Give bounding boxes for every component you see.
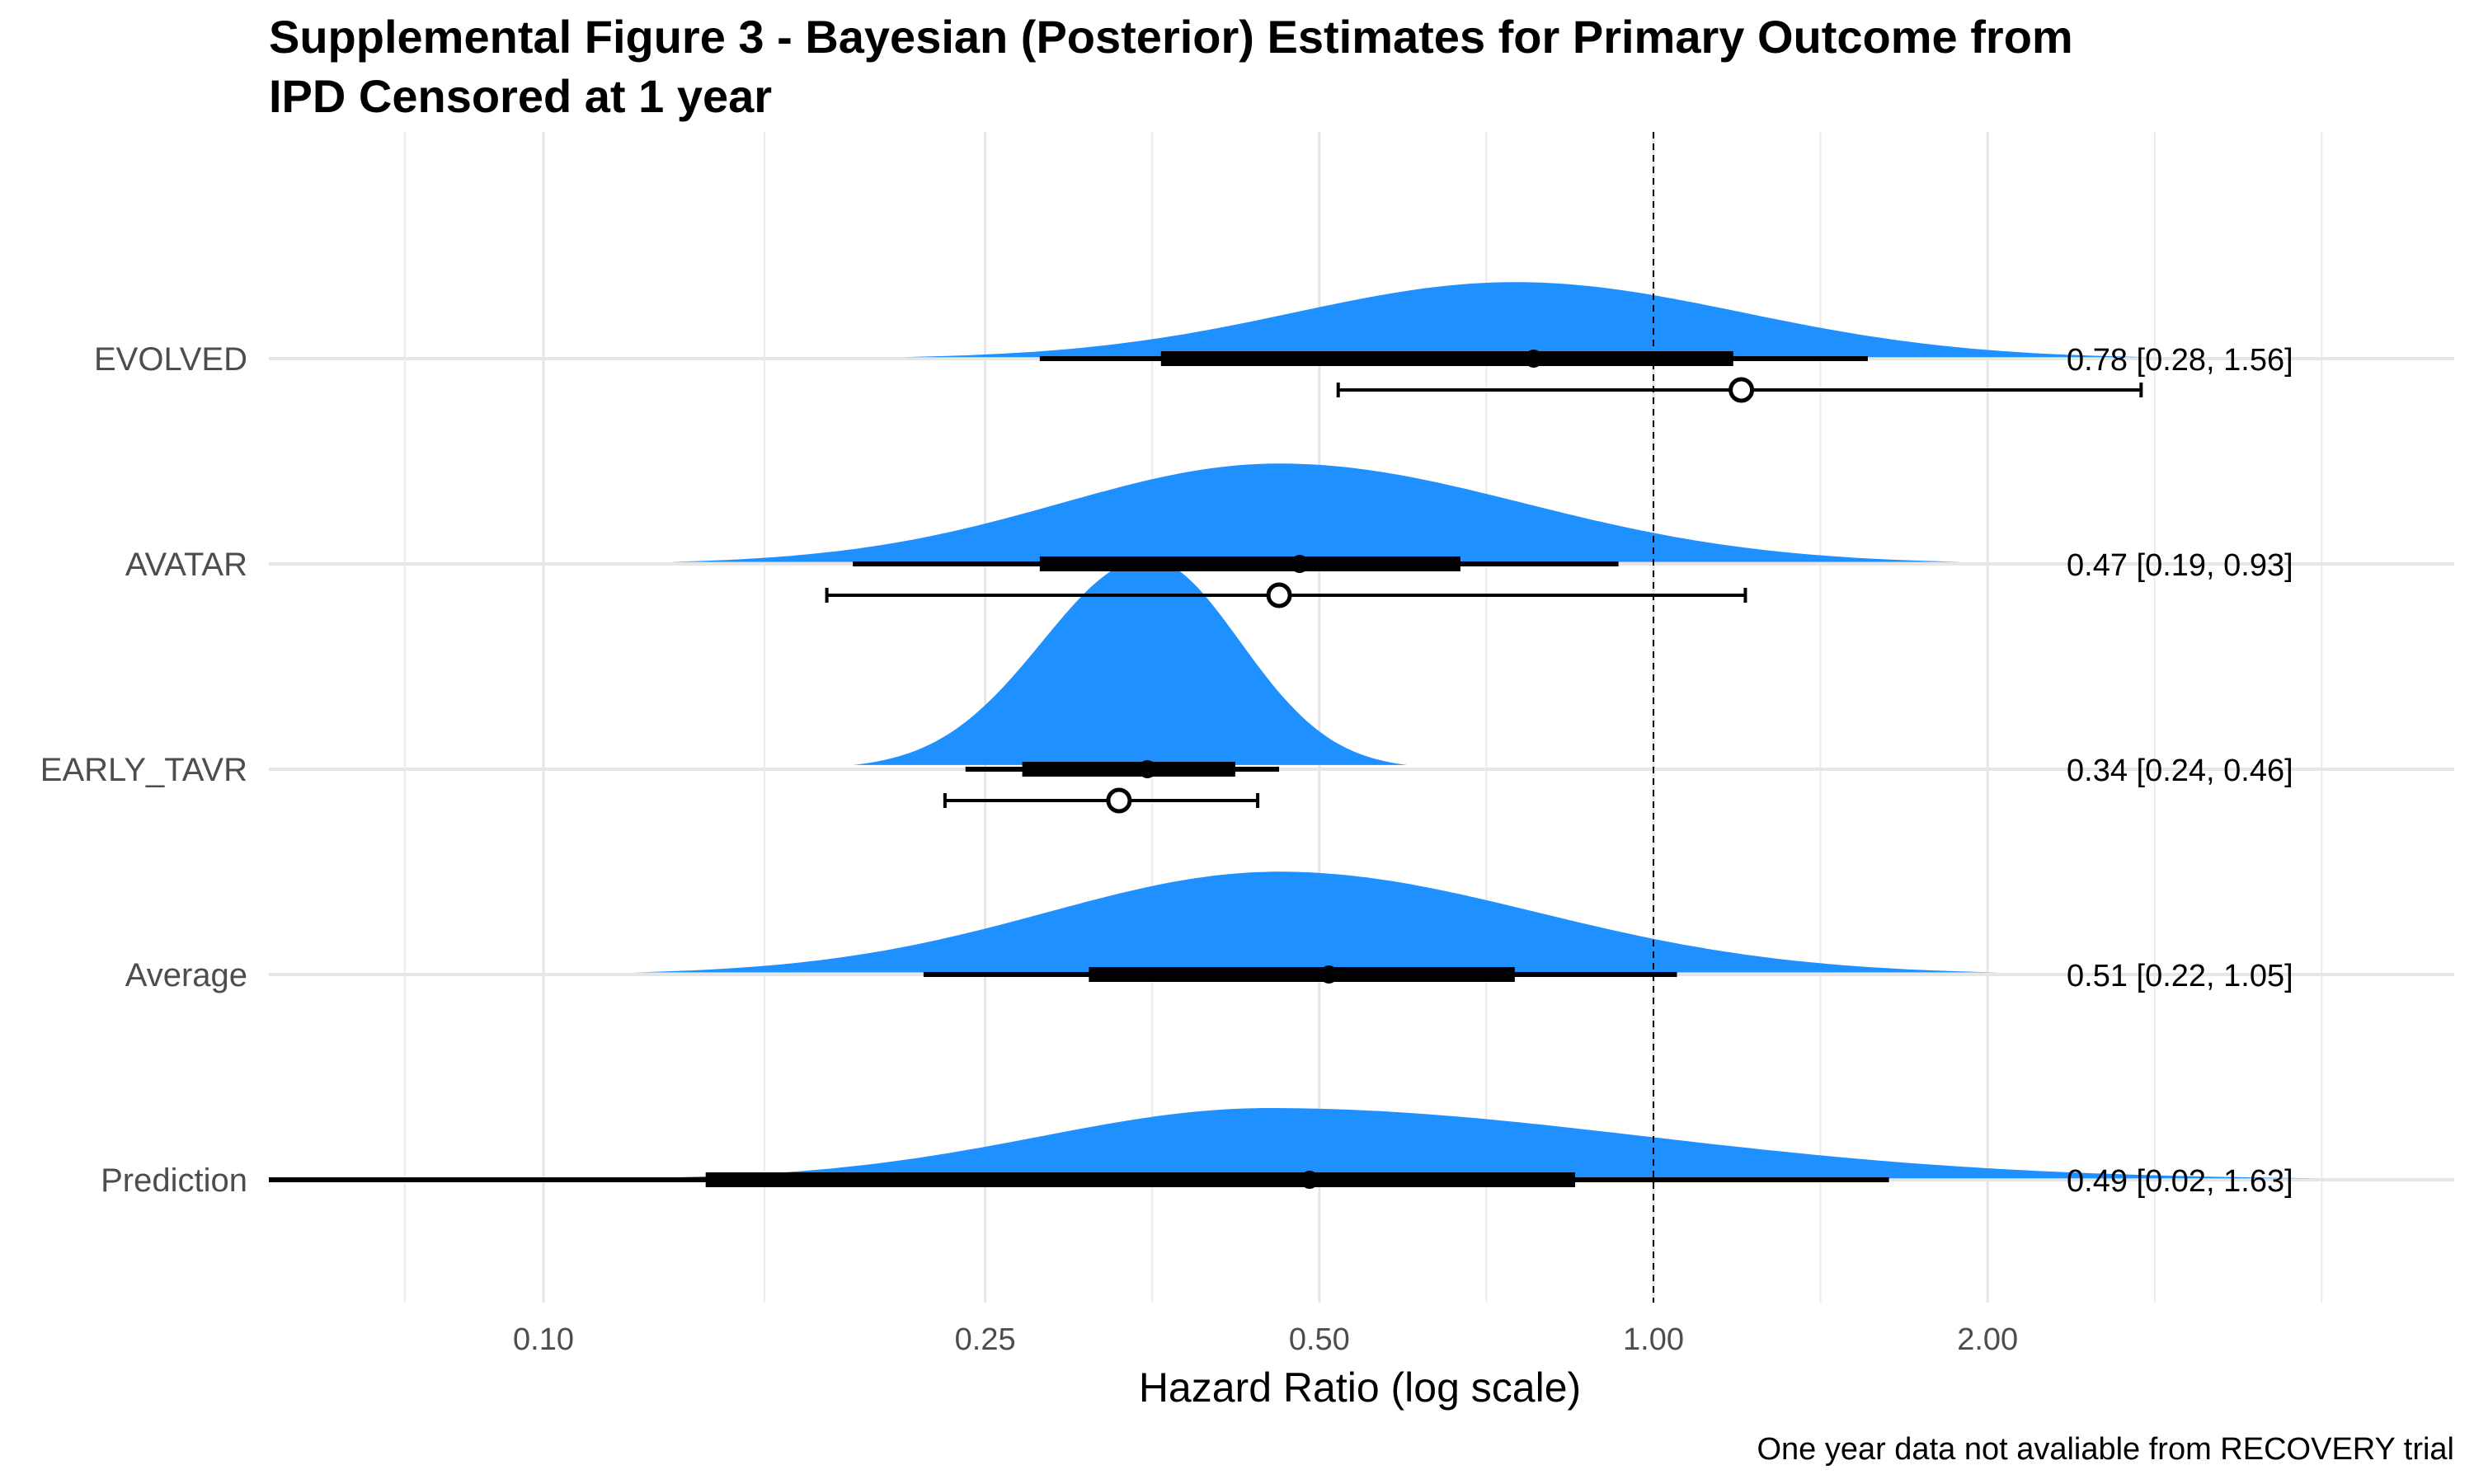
- observed-point: [1106, 787, 1132, 814]
- estimate-label: 0.51 [0.22, 1.05]: [2067, 959, 2293, 993]
- observed-estimates: [825, 377, 2143, 814]
- estimate-labels: 0.78 [0.28, 1.56] 0.47 [0.19, 0.93] 0.34 […: [2067, 343, 2293, 1199]
- x-axis-tick-labels: 0.10 0.25 0.50 1.00 2.00: [513, 1322, 2018, 1357]
- estimate-label: 0.34 [0.24, 0.46]: [2067, 754, 2293, 788]
- posterior-densities: [631, 282, 2322, 1179]
- posterior-median-point: [1290, 555, 1309, 573]
- posterior-median-point: [1524, 350, 1543, 368]
- posterior-density: [670, 463, 1964, 562]
- chart-caption: One year data not avaliable from RECOVER…: [1757, 1432, 2454, 1467]
- posterior-median-point: [1138, 760, 1157, 778]
- posterior-median-point: [1319, 965, 1338, 984]
- y-axis-labels: EVOLVED AVATAR EARLY_TAVR Average Prediction: [40, 341, 247, 1199]
- x-tick-label: 0.10: [513, 1322, 574, 1357]
- x-tick-label: 0.50: [1289, 1322, 1350, 1357]
- observed-point: [1266, 582, 1292, 608]
- x-axis-title: Hazard Ratio (log scale): [1139, 1364, 1581, 1411]
- x-tick-label: 1.00: [1623, 1322, 1684, 1357]
- posterior-density: [901, 282, 2150, 358]
- x-tick-label: 2.00: [1957, 1322, 2018, 1357]
- observed-point: [1729, 377, 1755, 403]
- posterior-intervals: [269, 350, 1889, 1189]
- estimate-label: 0.49 [0.02, 1.63]: [2067, 1164, 2293, 1199]
- y-axis-label: AVATAR: [125, 547, 247, 583]
- posterior-density: [631, 1108, 2322, 1179]
- y-axis-label: EARLY_TAVR: [40, 752, 247, 788]
- chart-title-line-1: Supplemental Figure 3 - Bayesian (Poster…: [269, 11, 2073, 63]
- x-tick-label: 0.25: [955, 1322, 1016, 1357]
- y-axis-label: EVOLVED: [94, 341, 247, 378]
- posterior-median-point: [1300, 1171, 1319, 1189]
- y-axis-label: Average: [125, 957, 247, 993]
- y-axis-label: Prediction: [101, 1162, 247, 1199]
- estimate-label: 0.47 [0.19, 0.93]: [2067, 548, 2293, 583]
- chart-title-line-2: IPD Censored at 1 year: [269, 70, 772, 122]
- estimate-label: 0.78 [0.28, 1.56]: [2067, 343, 2293, 378]
- posterior-density: [853, 558, 1408, 765]
- posterior-density: [631, 871, 2000, 973]
